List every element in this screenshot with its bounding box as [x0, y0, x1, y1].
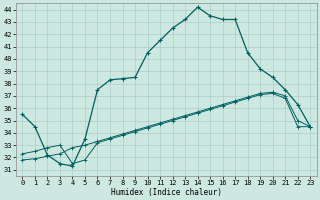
X-axis label: Humidex (Indice chaleur): Humidex (Indice chaleur)	[111, 188, 222, 197]
